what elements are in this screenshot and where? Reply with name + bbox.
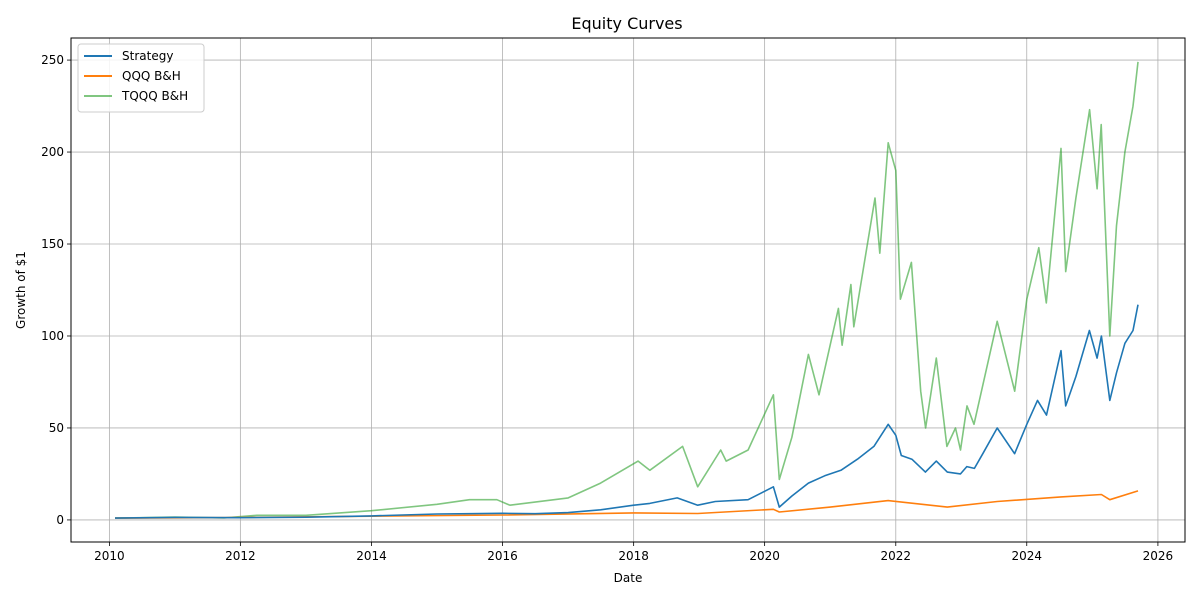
x-tick-label: 2014 xyxy=(356,549,387,563)
y-tick-label: 150 xyxy=(41,237,64,251)
legend-label: Strategy xyxy=(122,49,173,63)
x-axis-ticks: 2010 2012 2014 2016 2018 2020 2022 2024 2026 xyxy=(94,542,1173,563)
y-tick-label: 100 xyxy=(41,329,64,343)
x-tick-label: 2016 xyxy=(487,549,518,563)
series-line-strategy xyxy=(114,304,1139,519)
x-tick-label: 2010 xyxy=(94,549,125,563)
grid xyxy=(71,38,1185,542)
x-axis-label: Date xyxy=(614,571,643,585)
series-lines xyxy=(114,61,1139,519)
x-tick-label: 2026 xyxy=(1143,549,1174,563)
series-line-qqq-b-h xyxy=(114,490,1139,519)
legend: Strategy QQQ B&H TQQQ B&H xyxy=(77,43,205,113)
x-tick-label: 2024 xyxy=(1011,549,1042,563)
y-axis-label: Growth of $1 xyxy=(14,251,28,329)
chart-title: Equity Curves xyxy=(571,14,682,33)
series-line-tqqq-b-h xyxy=(114,61,1139,519)
legend-label: QQQ B&H xyxy=(122,69,181,83)
plot-frame xyxy=(70,37,1186,543)
y-tick-label: 50 xyxy=(49,421,64,435)
x-tick-label: 2020 xyxy=(749,549,780,563)
y-tick-label: 250 xyxy=(41,53,64,67)
x-tick-label: 2012 xyxy=(225,549,256,563)
y-tick-label: 0 xyxy=(56,513,64,527)
legend-label: TQQQ B&H xyxy=(121,89,188,103)
x-tick-label: 2018 xyxy=(618,549,649,563)
x-tick-label: 2022 xyxy=(881,549,912,563)
y-tick-label: 200 xyxy=(41,145,64,159)
y-axis-ticks: 0 50 100 150 200 250 xyxy=(41,53,71,527)
